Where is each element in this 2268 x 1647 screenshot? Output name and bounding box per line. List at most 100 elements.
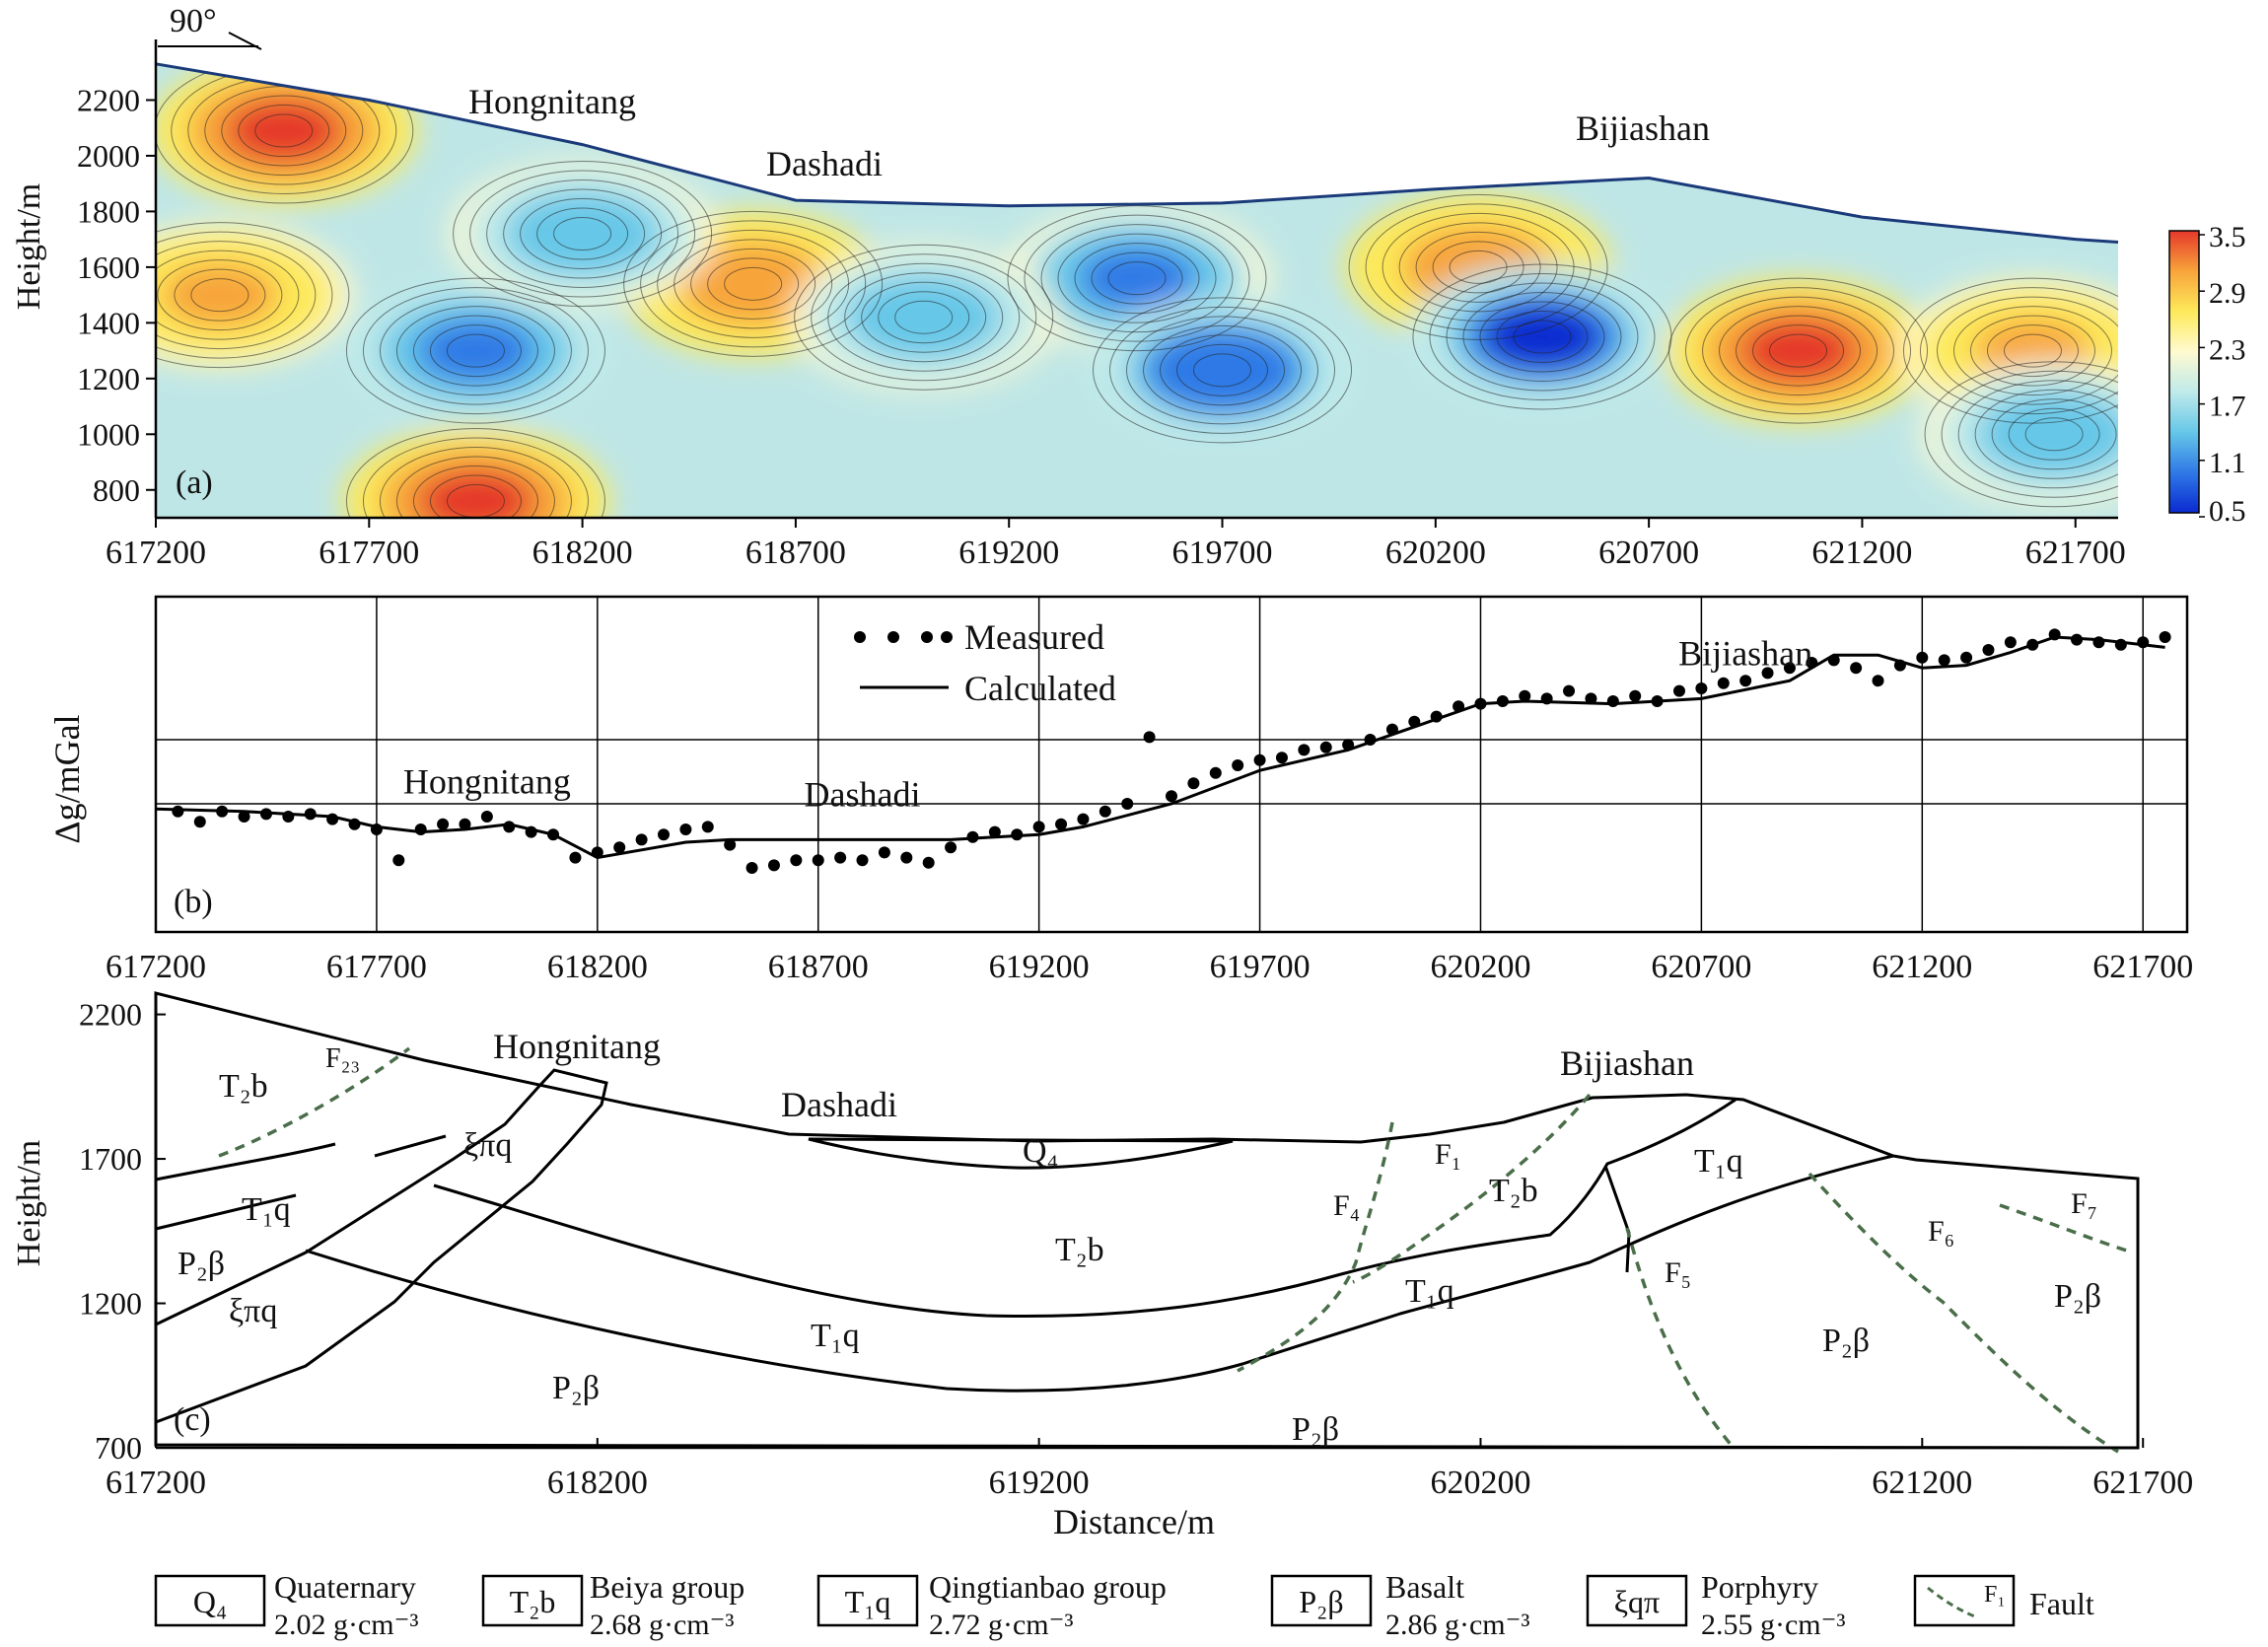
legend-item-fault: F₁ Fault (1913, 1574, 2094, 1627)
measured-point (459, 818, 471, 830)
contour-line (362, 287, 589, 415)
legend-calculated-label: Calculated (964, 669, 1116, 708)
legend-measured-dot (854, 631, 866, 643)
porphyry-dyke (155, 1068, 608, 1424)
x-tick-label: 620700 (1598, 535, 1699, 571)
x-tick-label: 619200 (989, 949, 1090, 985)
contour-line (429, 324, 522, 378)
colorbar-tick-label: 2.3 (2209, 333, 2246, 366)
contour-line (362, 437, 589, 519)
measured-point (569, 851, 582, 864)
measured-point (2159, 631, 2171, 643)
legend-box (816, 1574, 919, 1627)
contour-line (827, 262, 1021, 372)
contour-line (1919, 287, 2118, 415)
contour-line (878, 291, 970, 344)
anomaly-band (694, 251, 812, 317)
contour-line (1398, 222, 1558, 313)
label-t1q-right: T₁q (1405, 1273, 1454, 1310)
measured-point (304, 808, 317, 821)
contour-line (156, 231, 333, 359)
contour-line (345, 277, 605, 424)
legend-box (1913, 1574, 2016, 1627)
x-tick-label: 618700 (745, 535, 846, 571)
label-f6: F₆ (1928, 1215, 1954, 1248)
legend-item-basalt: P₂β Basalt 2.86 g·cm⁻³ (1270, 1569, 1529, 1641)
measured-point (1385, 723, 1398, 736)
boundary-t1q-p2b-left (155, 1193, 297, 1231)
measured-point (2004, 636, 2017, 649)
measured-point (1055, 818, 1068, 830)
measured-point (1143, 731, 1156, 744)
measured-point (613, 841, 626, 854)
colorbar-tick-label: 0.5 (2209, 495, 2246, 528)
label-porphyry-upper: ξπq (463, 1127, 512, 1164)
contour-line (1382, 212, 1575, 322)
y-tick-label: 1600 (77, 250, 140, 285)
contour-line (1024, 214, 1250, 342)
contour-line (345, 428, 605, 519)
place-dashadi-a: Dashadi (766, 144, 883, 183)
legend-symbol: P₂β (1299, 1584, 1343, 1619)
contour-line (2024, 417, 2084, 452)
contour-line (156, 222, 350, 369)
panel-a-y-ticks: 2200 2000 1800 1600 1400 1200 1000 800 (77, 82, 156, 508)
x-tick-label: 618700 (768, 949, 869, 985)
panel-c-x-ticks: 617200 618200 619200 620200 621200 621700 (106, 1438, 2193, 1501)
measured-point (1099, 805, 1111, 818)
measured-point (1232, 759, 1244, 771)
contour-line (429, 474, 522, 519)
boundary-t2b-t1q-main (433, 1098, 1736, 1319)
anomaly (156, 63, 417, 204)
measured-point (1496, 695, 1509, 707)
contour-line (156, 63, 414, 204)
anomaly-band (225, 99, 342, 163)
panel-c-faults (218, 1046, 2134, 1454)
anomaly (790, 244, 1057, 391)
x-tick-label: 617200 (106, 535, 206, 571)
legend-density: 2.86 g·cm⁻³ (1385, 1609, 1529, 1641)
legend-symbol: F₁ (1984, 1582, 2006, 1608)
contour-line (174, 268, 266, 322)
boundary-t1q-left-upper (374, 1134, 447, 1158)
measured-point (2114, 638, 2127, 651)
anomaly-band (417, 468, 534, 519)
contour-line (254, 113, 314, 148)
x-tick-label: 621700 (2092, 949, 2193, 985)
boundary-t2b-t1q-left (155, 1142, 336, 1182)
measured-point (2092, 636, 2105, 649)
anomaly-contours (453, 161, 713, 307)
anomaly-band (524, 201, 641, 266)
measured-point (2137, 636, 2150, 649)
measured-point (1253, 753, 1266, 766)
contour-line (1462, 291, 1622, 382)
series-measured-points (172, 628, 2171, 874)
measured-point (193, 816, 206, 828)
contour-line (894, 300, 954, 334)
x-tick-label: 621200 (1872, 949, 1972, 985)
contour-line (640, 220, 867, 348)
anomaly-contours (1412, 263, 1672, 410)
colorbar-tick-label: 3.5 (2209, 221, 2246, 253)
contour-line (1160, 334, 1286, 406)
measured-point (1077, 813, 1090, 825)
x-tick-label: 619700 (1210, 949, 1311, 985)
section-outline (154, 991, 2140, 1450)
measured-point (790, 854, 803, 867)
anomaly-band (417, 319, 534, 383)
contour-line (156, 241, 317, 350)
legend-measured-dot (887, 631, 899, 643)
label-p2b-far-right: P₂β (2054, 1278, 2101, 1315)
measured-point (348, 818, 361, 830)
legend-symbol: Q₄ (193, 1584, 227, 1619)
anomaly (1665, 277, 1932, 424)
measured-point (1166, 790, 1177, 803)
measured-point (878, 846, 890, 859)
x-tick-label: 619200 (989, 1465, 1090, 1501)
x-tick-label: 617200 (106, 949, 206, 985)
contour-line (1057, 233, 1217, 323)
contour-line (1974, 389, 2118, 479)
x-tick-label: 618200 (547, 949, 648, 985)
contour-line (2003, 333, 2062, 368)
legend-name: Fault (2029, 1586, 2094, 1621)
